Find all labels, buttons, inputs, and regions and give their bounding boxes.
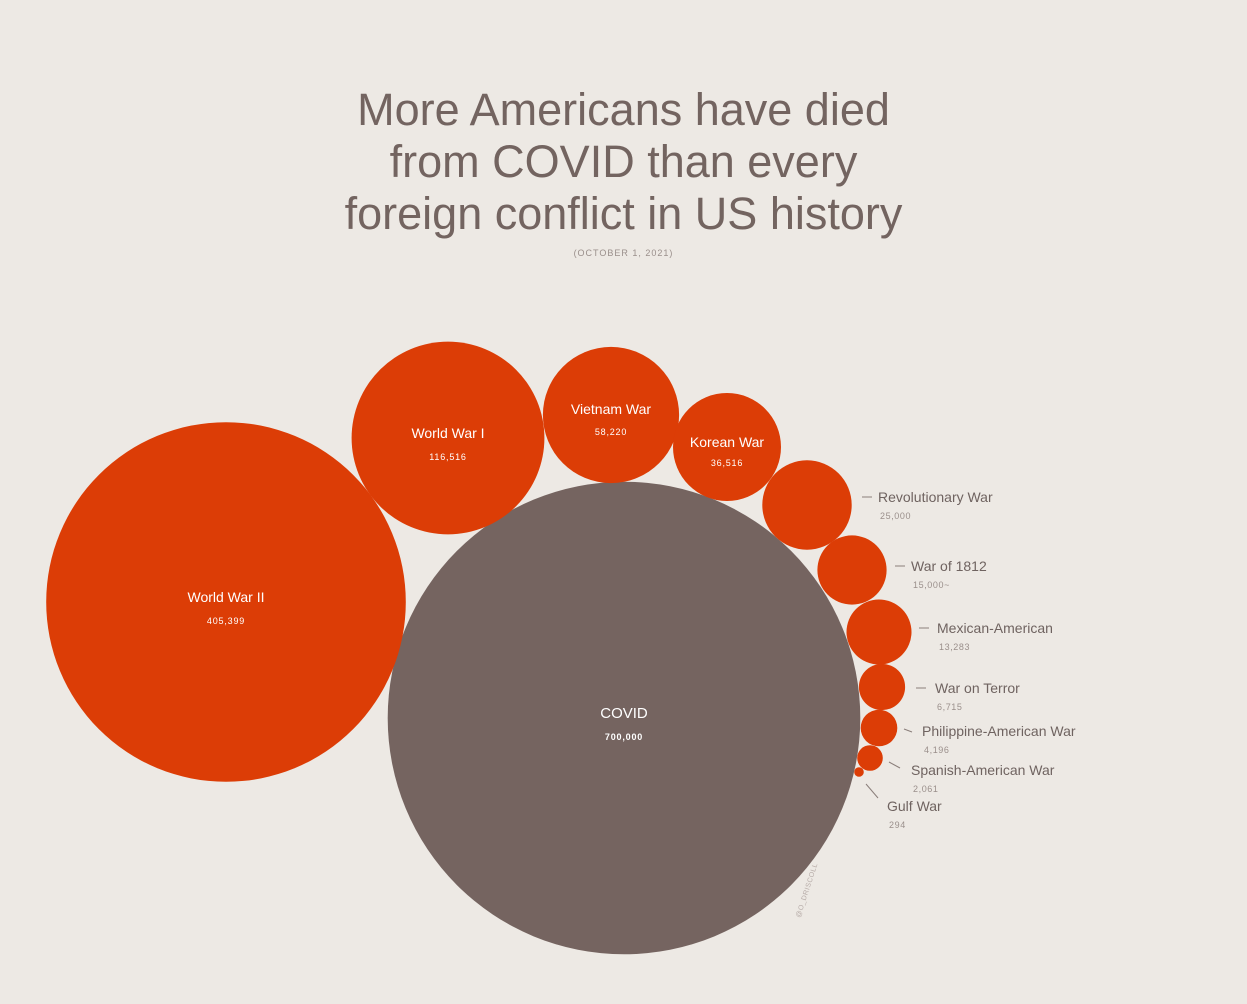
bubble-covid <box>387 481 861 955</box>
bubble-war-of-1812 <box>817 535 887 605</box>
bubble-war-on-terror <box>858 663 906 711</box>
label-gulf-war: Gulf War <box>887 798 942 814</box>
label-war-of-1812: War of 1812 <box>911 558 987 574</box>
title-line-1: More Americans have died <box>357 84 890 135</box>
value-war-on-terror: 6,715 <box>937 702 963 712</box>
value-spanish-american-war: 2,061 <box>913 784 939 794</box>
bubble-mexican-american <box>846 599 912 665</box>
label-revolutionary-war: Revolutionary War <box>878 489 993 505</box>
title-line-3: foreign conflict in US history <box>344 188 903 239</box>
value-war-of-1812: 15,000~ <box>913 580 950 590</box>
label-philippine-american-war: Philippine-American War <box>922 723 1076 739</box>
bubble-korean-war <box>673 393 781 501</box>
bubble-vietnam-war <box>542 346 680 484</box>
label-world-war-ii: World War II <box>187 589 264 605</box>
label-mexican-american: Mexican-American <box>937 620 1053 636</box>
value-korean-war: 36,516 <box>711 458 743 468</box>
value-vietnam-war: 58,220 <box>595 427 627 437</box>
value-mexican-american: 13,283 <box>939 642 970 652</box>
label-covid: COVID <box>600 705 648 722</box>
chart-subtitle: (OCTOBER 1, 2021) <box>573 248 674 258</box>
value-world-war-i: 116,516 <box>429 452 466 462</box>
value-revolutionary-war: 25,000 <box>880 511 911 521</box>
title-line-2: from COVID than every <box>389 136 858 187</box>
bubble-world-war-ii <box>46 422 406 782</box>
label-korean-war: Korean War <box>690 434 765 450</box>
label-vietnam-war: Vietnam War <box>571 401 651 417</box>
bubble-revolutionary-war <box>762 460 852 550</box>
leader-philippine-american-war <box>903 728 913 733</box>
label-world-war-i: World War I <box>411 425 484 441</box>
value-covid: 700,000 <box>605 732 643 742</box>
label-spanish-american-war: Spanish-American War <box>911 762 1055 778</box>
label-war-on-terror: War on Terror <box>935 680 1020 696</box>
chart-title: More Americans have died from COVID than… <box>0 84 1247 240</box>
value-philippine-american-war: 4,196 <box>924 745 950 755</box>
bubble-world-war-i <box>351 341 545 535</box>
bubble-spanish-american-war <box>857 745 883 771</box>
leader-gulf-war <box>865 783 879 799</box>
value-gulf-war: 294 <box>889 820 906 830</box>
value-world-war-ii: 405,399 <box>207 616 245 626</box>
bubble-philippine-american-war <box>860 709 898 747</box>
leader-spanish-american-war <box>888 761 901 769</box>
bubble-gulf-war <box>854 767 864 777</box>
